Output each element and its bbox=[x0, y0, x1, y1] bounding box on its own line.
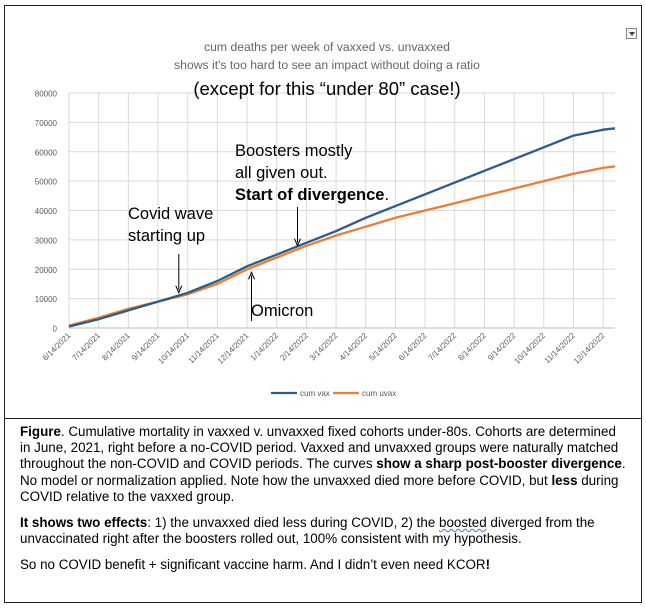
annotation-boosters-arrowhead bbox=[294, 238, 301, 247]
x-tick-label: 8/14/2021 bbox=[100, 331, 132, 363]
annotation-boosters-text: all given out. bbox=[235, 164, 328, 182]
x-tick-label: 7/14/2021 bbox=[71, 331, 103, 363]
caption-paragraph-3: So no COVID benefit + significant vaccin… bbox=[20, 557, 628, 573]
x-tick-label: 8/14/2022 bbox=[456, 331, 488, 363]
annotation-boosters-bold: Start of divergence bbox=[235, 186, 384, 204]
caption-text-run: It shows two effects bbox=[20, 515, 148, 531]
figure-frame: 0 10000 20000 30000 40000 50000 60000 70000 8000… bbox=[4, 5, 642, 603]
caption-text-run: . Cumulative mortality in vaxxed v. unva… bbox=[20, 424, 619, 472]
caption-text-run: : 1) the unvaxxed died less during COVID… bbox=[147, 515, 440, 531]
x-tick-label: 6/14/2021 bbox=[41, 331, 73, 363]
x-tick-label: 4/14/2022 bbox=[338, 331, 370, 363]
y-tick-label: 20000 bbox=[35, 266, 58, 275]
y-tick-label: 80000 bbox=[35, 90, 58, 99]
x-tick-label: 3/14/2022 bbox=[308, 331, 340, 363]
chart-title: cum deaths per week of vaxxed vs. unvaxx… bbox=[204, 40, 450, 54]
x-tick-label: 10/14/2022 bbox=[513, 331, 548, 366]
caption-text-run: Figure bbox=[20, 424, 61, 439]
series-line-cum-vax bbox=[68, 127, 616, 328]
chart-area: 0 10000 20000 30000 40000 50000 60000 70000 8000… bbox=[5, 6, 641, 419]
chart-headline: (except for this “under 80” case!) bbox=[193, 78, 460, 99]
annotation-boosters-trail: . bbox=[384, 186, 389, 204]
caption-text-run: diverged from the unvaccinated right aft… bbox=[20, 515, 595, 547]
y-tick-label: 10000 bbox=[35, 295, 58, 304]
x-tick-label: 12/14/2022 bbox=[572, 331, 607, 366]
y-tick-label: 0 bbox=[53, 325, 58, 334]
annotation-covid-wave-arrowhead bbox=[175, 285, 183, 294]
caption-text-run: show a sharp post-booster divergence bbox=[376, 456, 622, 472]
x-tick-label: 1/14/2022 bbox=[249, 331, 281, 363]
y-tick-label: 70000 bbox=[35, 119, 58, 128]
x-tick-label: 10/14/2021 bbox=[156, 331, 191, 366]
x-tick-label: 12/14/2021 bbox=[216, 331, 251, 366]
x-tick-label: 5/14/2022 bbox=[367, 331, 399, 363]
legend-label: cum vax bbox=[300, 389, 330, 398]
legend-label: cum uvax bbox=[362, 389, 396, 398]
caption-text-run: less bbox=[551, 472, 578, 488]
annotation-covid-wave-text: starting up bbox=[128, 227, 205, 245]
chart-subtitle: shows it's too hard to see an impact wit… bbox=[174, 58, 480, 72]
caption-text-run: ! bbox=[485, 557, 491, 573]
y-tick-label: 50000 bbox=[35, 178, 58, 187]
annotation-covid-wave-text: Covid wave bbox=[128, 205, 213, 223]
caption-text-run: . No model or normalization applied. Not… bbox=[20, 456, 626, 488]
caption-paragraph-1: Figure. Cumulative mortality in vaxxed v… bbox=[20, 424, 628, 505]
chart-options-dropdown[interactable] bbox=[626, 28, 637, 39]
caption-text-run: boosted bbox=[439, 515, 487, 531]
caption-text-run: So no COVID benefit + significant vaccin… bbox=[20, 557, 486, 573]
x-tick-label: 6/14/2022 bbox=[397, 331, 429, 363]
line-chart: 0 10000 20000 30000 40000 50000 60000 70000 8000… bbox=[35, 40, 616, 398]
y-tick-label: 30000 bbox=[35, 236, 58, 245]
annotation-omicron-text: Omicron bbox=[251, 302, 313, 320]
caption-paragraph-2: It shows two effects: 1) the unvaxxed di… bbox=[20, 515, 628, 547]
annotation-omicron-arrowhead bbox=[248, 270, 255, 280]
annotation-boosters-divergence: Start of divergence. bbox=[235, 186, 389, 204]
y-tick-label: 60000 bbox=[35, 148, 58, 157]
annotation-boosters-text: Boosters mostly bbox=[235, 142, 353, 160]
caption-text-run: during COVID relative to the vaxxed grou… bbox=[20, 472, 619, 504]
y-tick-label: 40000 bbox=[35, 207, 58, 216]
x-tick-label: 7/14/2022 bbox=[427, 331, 459, 363]
figure-caption: Figure. Cumulative mortality in vaxxed v… bbox=[20, 424, 628, 584]
x-tick-label: 2/14/2022 bbox=[278, 331, 310, 363]
